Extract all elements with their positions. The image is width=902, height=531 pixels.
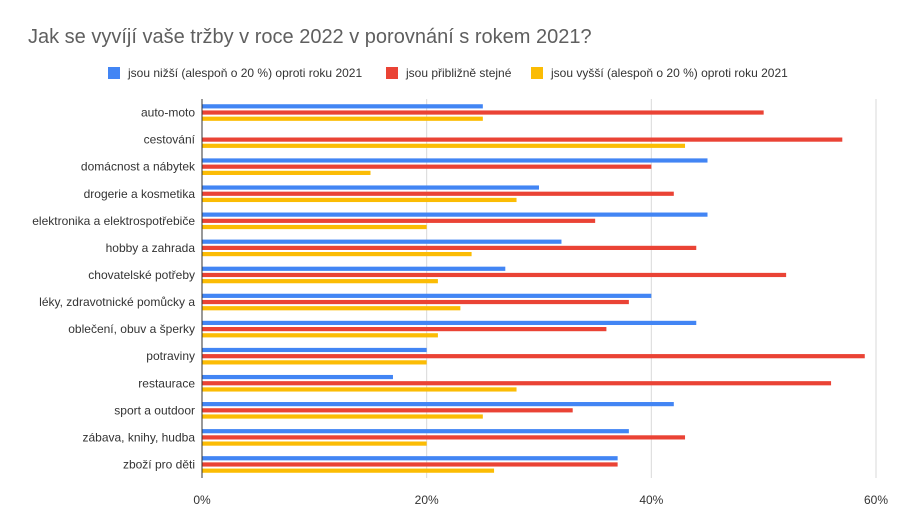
bar-same	[202, 435, 686, 440]
category-label: chovatelské potřeby	[88, 268, 195, 282]
bar-same	[202, 408, 573, 413]
bar-higher	[202, 360, 427, 365]
bar-same	[202, 381, 832, 386]
category-label: elektronika a elektrospotřebiče	[32, 214, 195, 228]
bar-same	[202, 137, 843, 142]
legend-swatch-higher	[531, 67, 543, 79]
bar-lower	[202, 402, 674, 407]
bar-lower	[202, 429, 629, 434]
bar-same	[202, 245, 697, 250]
bar-same	[202, 218, 596, 223]
category-label: hobby a zahrada	[106, 241, 196, 255]
chart-legend: jsou nižší (alespoň o 20 %) oproti roku …	[0, 66, 902, 82]
bar-same	[202, 191, 674, 196]
bar-higher	[202, 170, 371, 175]
category-label: zábava, knihy, hudba	[82, 430, 195, 444]
bar-lower	[202, 104, 483, 109]
bar-higher	[202, 306, 461, 311]
legend-item-lower: jsou nižší (alespoň o 20 %) oproti roku …	[108, 66, 362, 80]
bar-lower	[202, 293, 652, 298]
legend-label-same: jsou přibližně stejné	[406, 66, 512, 80]
bar-lower	[202, 266, 506, 271]
bar-lower	[202, 239, 562, 244]
category-label: auto-moto	[141, 106, 195, 120]
category-label: domácnost a nábytek	[81, 160, 196, 174]
bar-higher	[202, 387, 517, 392]
bar-same	[202, 110, 764, 115]
bar-higher	[202, 414, 483, 419]
legend-item-higher: jsou vyšší (alespoň o 20 %) oproti roku …	[531, 66, 788, 80]
bar-higher	[202, 279, 438, 284]
bar-higher	[202, 224, 427, 230]
bar-same	[202, 164, 652, 169]
category-label: sport a outdoor	[114, 403, 195, 417]
legend-item-same: jsou přibližně stejné	[386, 66, 511, 80]
bar-same	[202, 354, 865, 359]
bar-lower	[202, 374, 393, 380]
bar-lower	[202, 347, 427, 353]
category-label: drogerie a kosmetika	[84, 187, 196, 201]
category-label: léky, zdravotnické pomůcky a	[39, 295, 195, 309]
bar-lower	[202, 158, 708, 163]
bar-lower	[202, 185, 539, 190]
category-label: potraviny	[146, 349, 195, 363]
x-tick-label: 0%	[193, 493, 211, 507]
legend-label-lower: jsou nižší (alespoň o 20 %) oproti roku …	[128, 66, 363, 80]
bar-same	[202, 462, 618, 467]
x-tick-label: 20%	[415, 493, 439, 507]
bar-same	[202, 327, 607, 332]
legend-label-higher: jsou vyšší (alespoň o 20 %) oproti roku …	[551, 66, 788, 80]
bar-higher	[202, 333, 438, 338]
bar-higher	[202, 251, 472, 257]
category-label: zboží pro děti	[123, 457, 195, 471]
bar-higher	[202, 197, 517, 203]
bar-lower	[202, 212, 708, 217]
legend-swatch-same	[386, 67, 398, 79]
legend-swatch-lower	[108, 67, 120, 79]
bar-lower	[202, 320, 697, 326]
category-label: restaurace	[138, 376, 195, 390]
bar-higher	[202, 116, 483, 121]
bar-higher	[202, 143, 686, 148]
x-tick-label: 40%	[639, 493, 663, 507]
bar-higher	[202, 441, 427, 446]
category-label: cestování	[144, 133, 196, 147]
bar-lower	[202, 456, 618, 461]
bar-higher	[202, 468, 495, 473]
bar-same	[202, 272, 787, 278]
category-label: oblečení, obuv a šperky	[68, 322, 195, 336]
x-tick-label: 60%	[864, 493, 888, 507]
bar-same	[202, 299, 629, 305]
chart-title: Jak se vyvíjí vaše tržby v roce 2022 v p…	[28, 26, 592, 48]
